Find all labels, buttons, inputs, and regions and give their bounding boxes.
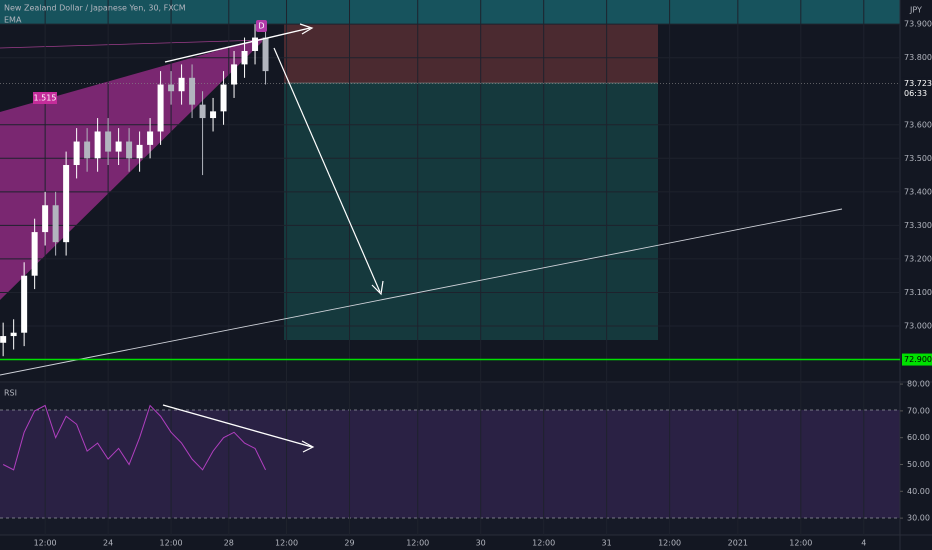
- x-tick-label: 29: [344, 539, 354, 548]
- pattern-box: [33, 92, 57, 104]
- y-tick-label: 73.600: [904, 120, 932, 129]
- arrow-head: [371, 280, 384, 296]
- stop-zone: [284, 24, 658, 83]
- candle-body: [21, 275, 28, 333]
- x-tick-label: 31: [602, 539, 612, 548]
- x-tick-label: 24: [103, 539, 113, 548]
- arrow: [273, 47, 381, 293]
- candle-body: [157, 84, 164, 132]
- candle-body: [115, 141, 122, 152]
- top-zone: [0, 0, 900, 24]
- candle-body: [189, 77, 196, 105]
- candle-body: [42, 205, 49, 233]
- last-price-label: 73.723: [904, 79, 932, 88]
- candle-body: [10, 332, 17, 337]
- candle-body: [147, 131, 154, 145]
- candle-body: [105, 131, 112, 152]
- pattern-label: 1.515: [34, 94, 57, 103]
- rsi-line: [2, 404, 266, 471]
- x-tick-label: 12:00: [406, 539, 429, 548]
- candle-body: [231, 64, 238, 85]
- rsi-band: [0, 410, 900, 518]
- y-tick-label: 70.00: [907, 406, 930, 415]
- x-tick-label: 28: [224, 539, 234, 548]
- y-tick-label: 73.300: [904, 221, 932, 230]
- x-tick-label: 30: [476, 539, 486, 548]
- y-tick-label: 73.200: [904, 254, 932, 263]
- x-tick-label: 12:00: [532, 539, 555, 548]
- indicator-label: EMA: [4, 16, 22, 25]
- point-box: [256, 20, 267, 32]
- candle-body: [199, 104, 206, 119]
- x-tick-label: 12:00: [789, 539, 812, 548]
- last-price-tag: [902, 77, 932, 100]
- candle-body: [73, 141, 80, 166]
- candle-body: [241, 50, 248, 65]
- x-tick-label: 12:00: [658, 539, 681, 548]
- point-label: D: [258, 22, 264, 31]
- y-tick-label: 73.400: [904, 187, 932, 196]
- chart-title: New Zealand Dollar / Japanese Yen, 30, F…: [4, 4, 186, 13]
- arrow-head: [301, 440, 315, 453]
- y-tick-label: 73.500: [904, 154, 932, 163]
- arrow: [164, 27, 311, 63]
- y-tick-label: 73.900: [904, 20, 932, 29]
- x-tick-label: 12:00: [160, 539, 183, 548]
- x-tick-label: 12:00: [34, 539, 57, 548]
- wedge-edge: [0, 39, 263, 49]
- level-tag: [902, 353, 932, 366]
- y-tick-label: 40.00: [907, 487, 930, 496]
- currency: JPY: [909, 6, 922, 15]
- level-label: 72.900: [904, 355, 932, 364]
- arrow-head: [299, 23, 314, 35]
- candle-body: [168, 84, 175, 92]
- candle-body: [252, 37, 259, 51]
- y-tick-label: 80.00: [907, 380, 930, 389]
- y-tick-label: 73.100: [904, 288, 932, 297]
- candle-body: [220, 84, 227, 112]
- candle-body: [84, 141, 91, 159]
- candle-body: [178, 77, 185, 92]
- arrow: [162, 404, 313, 448]
- candle-body: [126, 141, 133, 159]
- y-tick-label: 30.00: [907, 514, 930, 523]
- candle-body: [136, 144, 143, 159]
- target-zone: [284, 83, 658, 340]
- x-tick-label: 4: [861, 539, 866, 548]
- rsi-title: RSI: [4, 389, 17, 398]
- trend-line: [0, 208, 843, 376]
- y-tick-label: 60.00: [907, 433, 930, 442]
- y-tick-label: 73.000: [904, 322, 932, 331]
- candle-body: [31, 232, 38, 276]
- y-tick-label: 73.800: [904, 53, 932, 62]
- x-tick-label: 12:00: [275, 539, 298, 548]
- candle-body: [262, 37, 269, 72]
- candle-body: [0, 336, 7, 343]
- y-tick-label: 50.00: [907, 460, 930, 469]
- countdown: 06:33: [904, 89, 927, 98]
- candle-body: [94, 131, 101, 159]
- marks: [0, 0, 903, 535]
- candle-body: [52, 205, 59, 243]
- x-tick-label: 2021: [728, 539, 748, 548]
- candle-body: [210, 111, 217, 119]
- candle-body: [63, 165, 70, 243]
